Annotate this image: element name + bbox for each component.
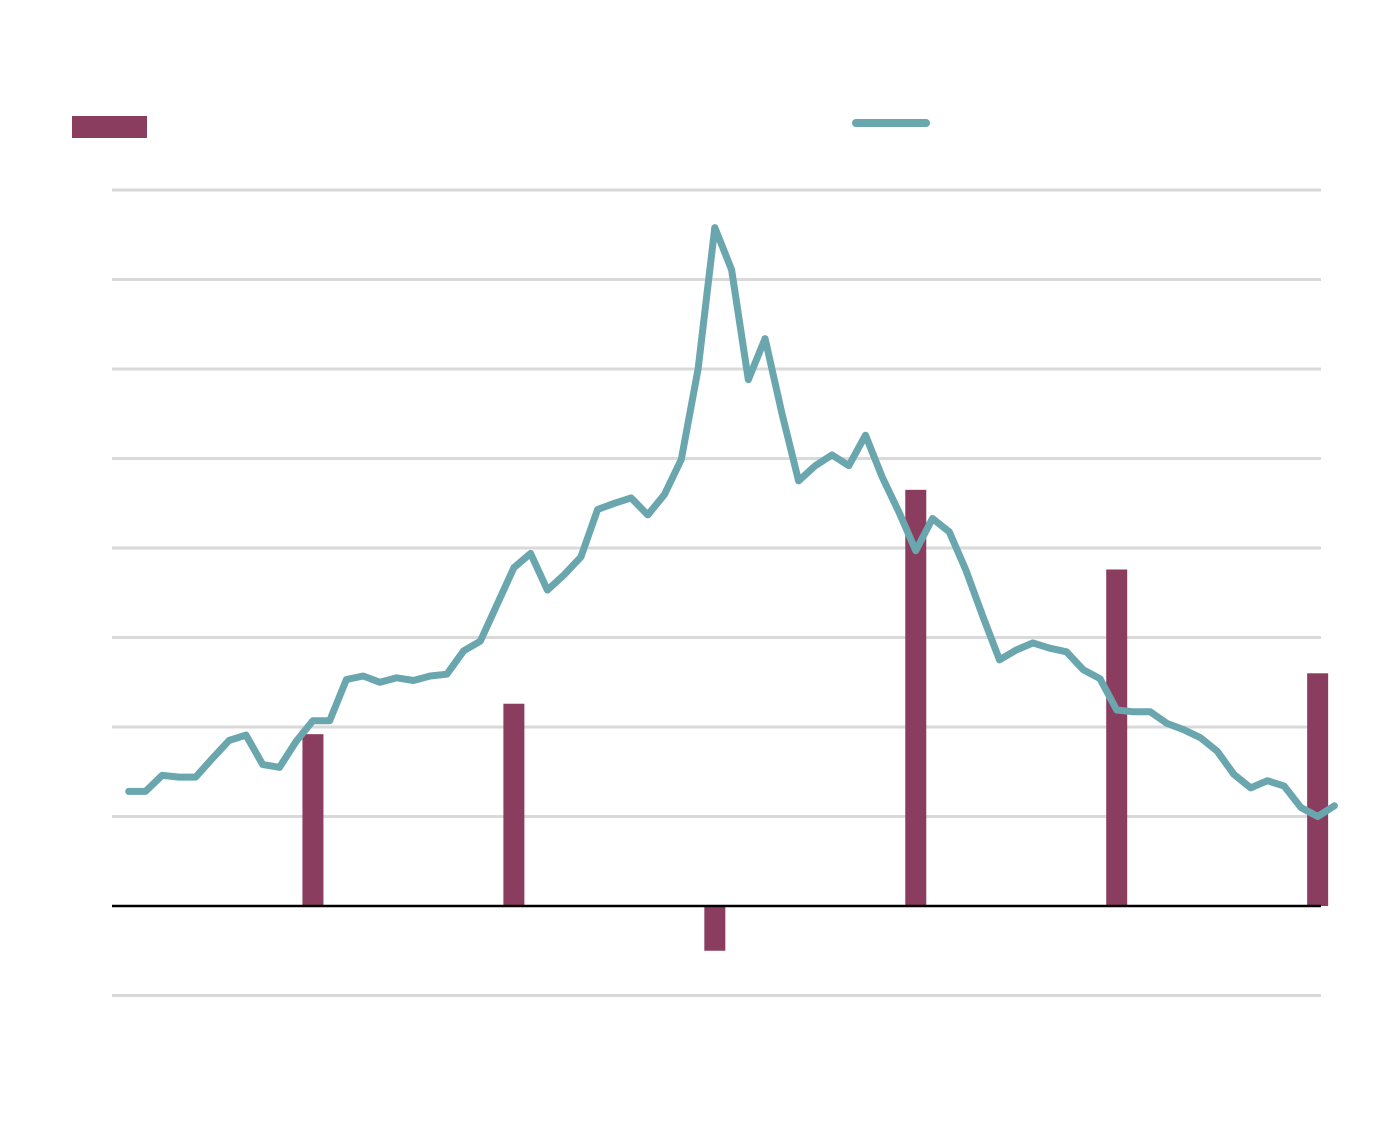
- line-series: [125, 224, 1338, 820]
- legend-bar-swatch: [72, 116, 147, 138]
- line-series-group: [125, 224, 1338, 820]
- grid: [112, 188, 1321, 997]
- bar-series: [302, 489, 1329, 951]
- bar-5: [1307, 673, 1329, 906]
- bar-4: [1106, 569, 1128, 906]
- bar-0: [302, 734, 324, 906]
- bar-2: [704, 906, 726, 951]
- bar-3: [905, 489, 927, 906]
- legend: [72, 116, 930, 138]
- bar-1: [503, 703, 525, 906]
